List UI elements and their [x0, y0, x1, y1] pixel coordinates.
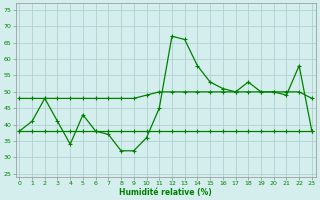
X-axis label: Humidité relative (%): Humidité relative (%) — [119, 188, 212, 197]
